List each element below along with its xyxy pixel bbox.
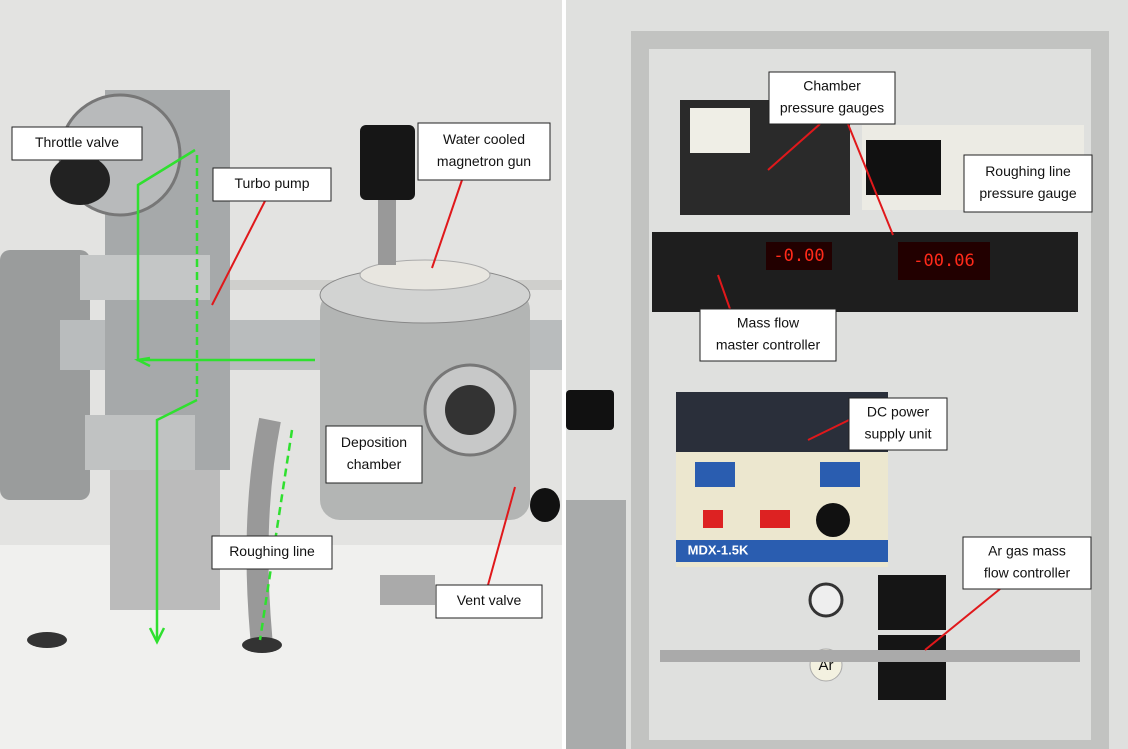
callout-box — [963, 154, 1093, 213]
callout-label: Ar gas mass flow controller — [962, 536, 1092, 590]
callout-box — [417, 122, 551, 181]
display-reading: -00.06 — [913, 251, 974, 271]
callout-label: Deposition chamber — [325, 425, 423, 484]
callout-text: Ar gas mass — [988, 543, 1066, 559]
callout-text: Turbo pump — [235, 175, 310, 191]
callout-text: Throttle valve — [35, 134, 119, 150]
callout-box — [212, 167, 332, 202]
callout-text: Roughing line — [229, 543, 315, 559]
callout-label: Roughing line — [211, 535, 333, 570]
callout-text: pressure gauge — [979, 185, 1077, 201]
callout-label: Chamber pressure gauges — [768, 71, 896, 125]
callout-label: DC power supply unit — [848, 397, 948, 451]
divider — [562, 0, 566, 749]
callout-text: supply unit — [865, 426, 932, 442]
callout-text: Mass flow — [737, 315, 800, 331]
callout-label: Mass flow master controller — [699, 308, 837, 362]
leader-lines — [211, 123, 1001, 651]
callout-box — [848, 397, 948, 451]
callout-text: chamber — [347, 456, 402, 472]
left-photo — [0, 0, 580, 749]
callout-box — [699, 308, 837, 362]
flow-arrows — [134, 148, 315, 645]
callout-box — [768, 71, 896, 125]
callout-label: Water cooled magnetron gun — [417, 122, 551, 181]
callout-box — [435, 584, 543, 619]
callout-label: Roughing line pressure gauge — [963, 154, 1093, 213]
callout-text: DC power — [867, 404, 930, 420]
callout-text: Chamber — [803, 78, 861, 94]
callout-label: Vent valve — [435, 584, 543, 619]
callout-text: magnetron gun — [437, 153, 531, 169]
callout-label: Turbo pump — [212, 167, 332, 202]
callout-text: Vent valve — [457, 592, 522, 608]
callout-box — [325, 425, 423, 484]
callout-text: Deposition — [341, 434, 407, 450]
display-reading: -0.00 — [773, 246, 824, 266]
callout-text: pressure gauges — [780, 100, 884, 116]
callout-text: Water cooled — [443, 131, 525, 147]
callout-text: Roughing line — [985, 163, 1071, 179]
callout-text: flow controller — [984, 565, 1071, 581]
callout-box — [962, 536, 1092, 590]
callout-label: Throttle valve — [11, 126, 143, 161]
callout-text: master controller — [716, 337, 821, 353]
callout-box — [211, 535, 333, 570]
device-label: MDX-1.5K — [688, 542, 749, 557]
callout-box — [11, 126, 143, 161]
